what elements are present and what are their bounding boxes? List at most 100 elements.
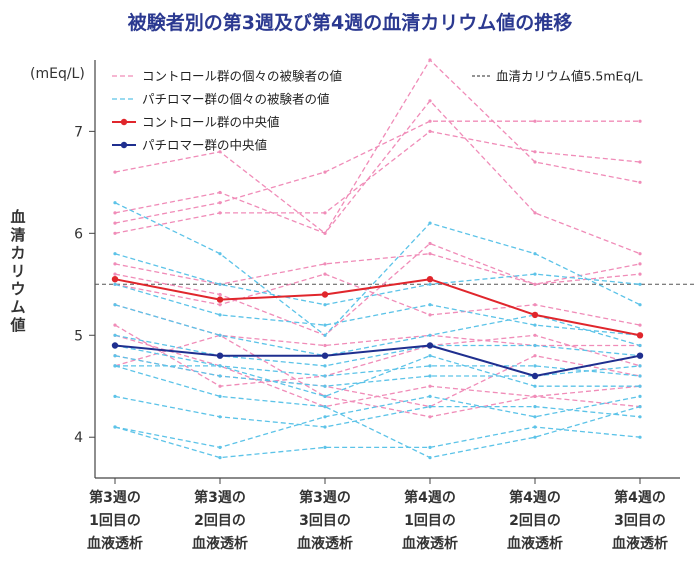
control-individual-point	[533, 160, 537, 164]
legend-label-control-median: コントロール群の中央値	[142, 115, 280, 130]
control-individual-point	[638, 272, 642, 276]
control-individual-point	[428, 58, 432, 62]
control-individual-point	[533, 211, 537, 215]
control-individual-point	[428, 119, 432, 123]
legend-label-patiromer-individual: パチロマー群の個々の被験者の値	[142, 92, 330, 107]
patiromer-individual-point	[218, 282, 222, 286]
patiromer-individual-point	[533, 272, 537, 276]
patiromer-individual-point	[638, 435, 642, 439]
patiromer-individual-point	[428, 456, 432, 460]
patiromer-individual-point	[533, 384, 537, 388]
patiromer-individual-point	[533, 435, 537, 439]
control-individual-point	[533, 282, 537, 286]
patiromer-individual-point	[113, 364, 117, 368]
control-individual-point	[218, 150, 222, 154]
x-tick-label: 第4週の	[614, 489, 666, 506]
control-individual-point	[428, 129, 432, 133]
patiromer-individual-point	[533, 252, 537, 256]
control-individual-line	[114, 304, 640, 347]
x-tick-label: 2回目の	[194, 513, 246, 529]
patiromer-individual-point	[428, 405, 432, 409]
control-individual-line	[114, 130, 641, 234]
patiromer-individual-point	[323, 445, 327, 449]
patiromer-individual-point	[113, 394, 117, 398]
y-axis-label-char: 値	[9, 316, 25, 334]
x-tick-label: 3回目の	[299, 513, 351, 529]
legend-label-reference: 血清カリウム値5.5mEq/L	[496, 69, 643, 84]
control-individual-point	[638, 252, 642, 256]
y-tick-label: 7	[74, 124, 83, 140]
patiromer-individual-point	[218, 252, 222, 256]
control-individual-point	[638, 323, 642, 327]
legend-label-patiromer-median: パチロマー群の中央値	[142, 138, 267, 153]
x-tick-label: 2回目の	[509, 513, 561, 529]
patiromer-individual-line	[114, 202, 641, 336]
patiromer-individual-line	[114, 355, 641, 387]
patiromer-median-point	[426, 342, 434, 349]
control-individual-point	[638, 262, 642, 266]
control-individual-point	[428, 252, 432, 256]
patiromer-individual-point	[323, 425, 327, 429]
patiromer-individual-point	[218, 394, 222, 398]
patiromer-individual-point	[638, 394, 642, 398]
patiromer-individual-line	[114, 365, 641, 459]
control-individual-point	[533, 150, 537, 154]
patiromer-individual-point	[323, 374, 327, 378]
control-individual-point	[113, 262, 117, 266]
control-individual-point	[533, 333, 537, 337]
patiromer-individual-point	[638, 405, 642, 409]
control-individual-point	[323, 211, 327, 215]
patiromer-median-point	[216, 352, 224, 359]
control-individual-point	[218, 190, 222, 195]
control-individual-line	[114, 59, 641, 234]
control-median-line	[114, 278, 641, 337]
control-individual-point	[533, 119, 537, 123]
control-individual-point	[113, 211, 117, 215]
patiromer-individual-point	[113, 303, 117, 307]
patiromer-individual-point	[638, 364, 642, 368]
patiromer-individual-point	[428, 303, 432, 307]
patiromer-individual-point	[323, 364, 327, 368]
x-tick-label: 血液透析	[402, 535, 458, 552]
patiromer-individual-point	[533, 425, 537, 429]
x-tick-label: 3回目の	[614, 513, 666, 529]
y-axis-label-char: ム	[10, 298, 25, 316]
patiromer-individual-point	[428, 354, 432, 358]
control-individual-point	[638, 119, 642, 123]
patiromer-individual-line	[114, 395, 641, 428]
control-individual-point	[533, 354, 537, 358]
control-individual-point	[533, 394, 537, 398]
patiromer-individual-point	[113, 425, 117, 429]
y-axis-label-char: 清	[10, 226, 25, 244]
control-individual-point	[533, 303, 537, 307]
y-tick-label: 5	[74, 328, 83, 344]
control-individual-line	[114, 324, 641, 387]
control-median-point	[216, 296, 224, 303]
legend-label-control-individual: コントロール群の個々の被験者の値	[142, 69, 342, 84]
patiromer-individual-point	[638, 384, 642, 388]
patiromer-individual-point	[218, 415, 222, 419]
patiromer-individual-line	[114, 253, 641, 306]
x-tick-label: 第3週の	[299, 489, 351, 506]
patiromer-individual-point	[428, 445, 432, 449]
patiromer-individual-point	[323, 303, 327, 307]
patiromer-individual-point	[113, 252, 117, 256]
y-tick-label: 4	[74, 430, 83, 446]
patiromer-individual-line	[114, 426, 641, 459]
legend: コントロール群の個々の被験者の値パチロマー群の個々の被験者の値コントロール群の中…	[112, 69, 643, 153]
y-axis-label-char: ウ	[10, 280, 25, 298]
control-individual-line	[114, 334, 641, 418]
x-tick-label: 血液透析	[87, 535, 143, 552]
patiromer-individual-point	[428, 282, 432, 286]
patiromer-individual-point	[113, 282, 117, 286]
control-median-point	[531, 311, 539, 319]
control-individual-point	[113, 231, 117, 235]
x-tick-label: 第3週の	[194, 489, 246, 506]
control-median-point	[111, 276, 119, 283]
patiromer-individual-point	[533, 415, 537, 419]
control-individual-point	[113, 170, 117, 174]
patiromer-individual-point	[323, 394, 327, 398]
control-individual-point	[428, 313, 432, 317]
